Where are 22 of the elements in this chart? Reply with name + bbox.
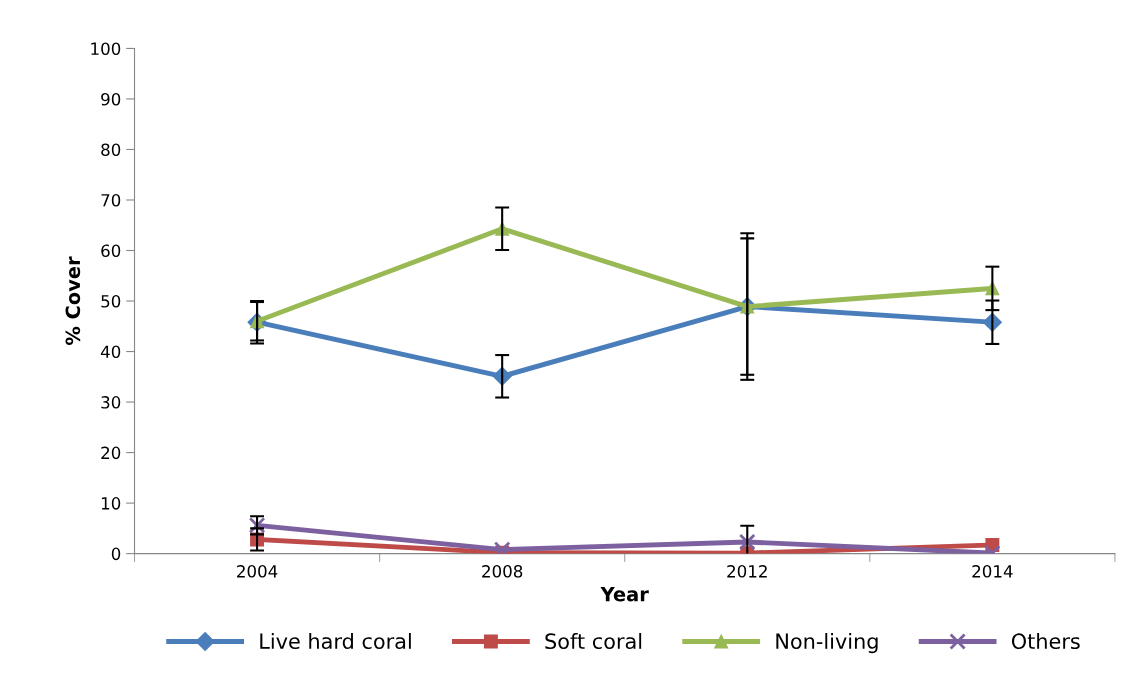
legend-label: Others (1011, 632, 1080, 650)
y-tick-label: 0 (111, 547, 121, 561)
y-tick-label: 40 (100, 345, 121, 359)
point (493, 541, 511, 554)
x-tick-label: 2012 (727, 565, 767, 578)
y-tick-label: 70 (101, 193, 121, 207)
y-axis-title: % Cover (65, 256, 81, 346)
legend-label: Soft coral (545, 632, 642, 650)
y-tick-label: 50 (101, 294, 121, 308)
y-tick-label: 90 (101, 92, 121, 106)
y-tick-label: 30 (101, 396, 121, 409)
x-axis-title: Year (600, 587, 649, 602)
y-tick-label: 80 (101, 143, 121, 157)
x-tick-label: 2004 (237, 565, 278, 578)
y-tick-label: 10 (101, 497, 121, 510)
x-tick-label: 2014 (972, 565, 1013, 578)
y-tick-label: 60 (101, 244, 121, 258)
legend-label: Live hard coral (260, 632, 411, 650)
y-tick-label: 100 (91, 42, 121, 56)
legend-label: Non-living (776, 632, 878, 654)
x-tick-label: 2008 (482, 565, 523, 578)
y-tick-label: 20 (101, 446, 121, 460)
